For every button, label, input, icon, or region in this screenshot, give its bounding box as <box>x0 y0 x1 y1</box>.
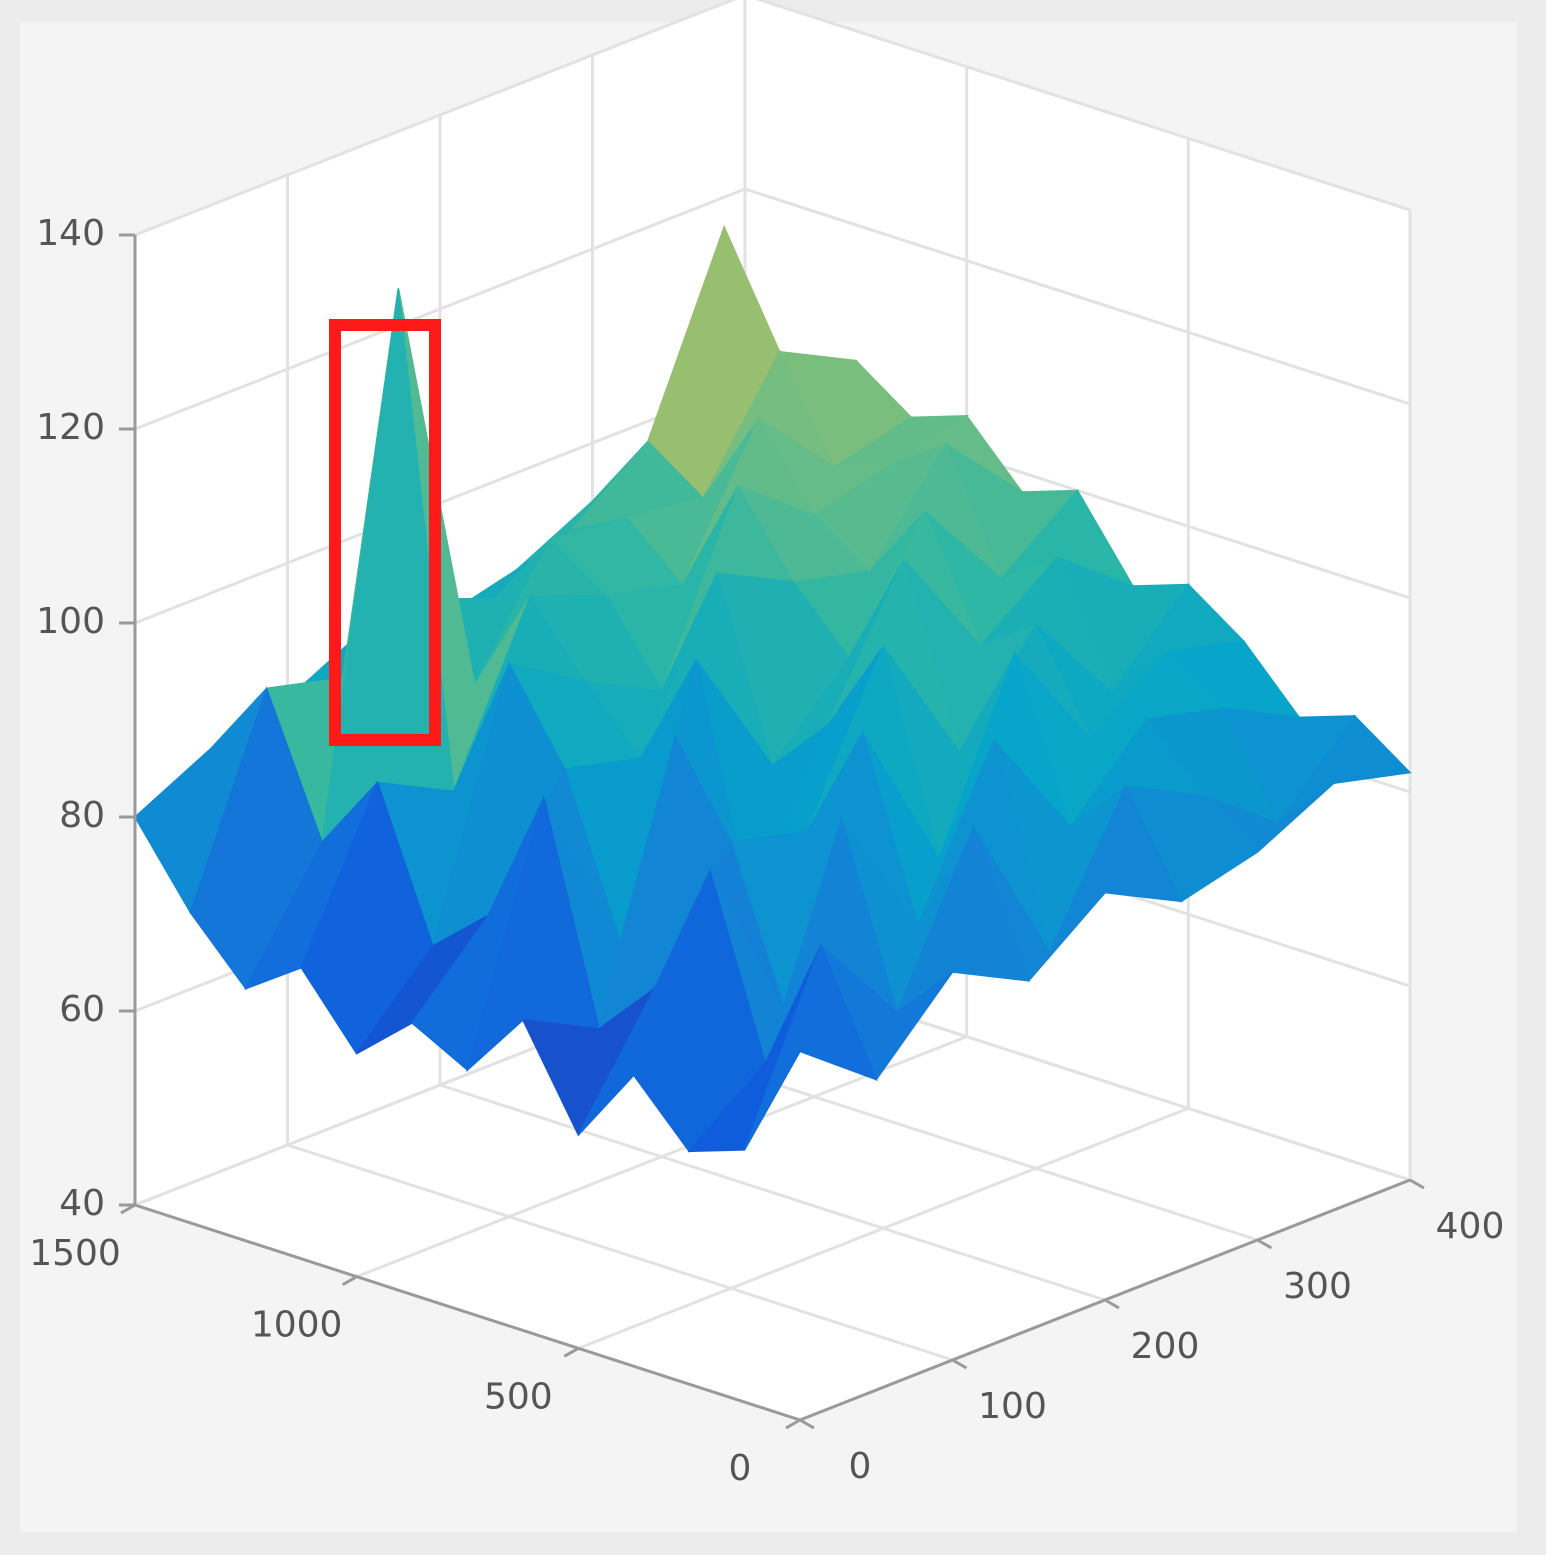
y-tick-label: 100 <box>978 1386 1047 1427</box>
y-tick-label: 300 <box>1283 1266 1352 1307</box>
z-tick-label: 60 <box>59 989 105 1030</box>
x-tick-label: 1000 <box>251 1305 343 1346</box>
grid-line <box>134 187 746 431</box>
x-tick <box>120 1203 136 1215</box>
y-tick <box>1104 1298 1120 1310</box>
y-tick-label: 200 <box>1131 1326 1200 1367</box>
grid-line <box>755 0 1411 212</box>
x-tick-label: 500 <box>484 1376 553 1417</box>
z-tick-label: 120 <box>36 407 105 448</box>
y-tick-label: 0 <box>849 1446 872 1487</box>
surface-patch <box>743 943 878 1151</box>
surface <box>134 224 1412 1153</box>
axes: 40 60 80 100 120 140 0 500 1000 1500 0 100 200 300 400 <box>29 213 1504 1489</box>
z-tick-label: 140 <box>36 213 105 254</box>
z-tick-label: 40 <box>59 1183 105 1224</box>
z-tick-label: 80 <box>59 795 105 836</box>
x-tick-label: 0 <box>729 1448 752 1489</box>
grid-line <box>134 0 737 237</box>
x-tick <box>785 1418 801 1430</box>
grid-line <box>744 187 1411 406</box>
y-tick <box>1256 1238 1273 1250</box>
y-tick <box>951 1358 968 1370</box>
y-tick-label: 400 <box>1436 1206 1505 1247</box>
highlight-box <box>329 319 441 746</box>
z-tick-label: 100 <box>36 601 105 642</box>
grid-line <box>287 1143 953 1362</box>
x-tick <box>563 1347 580 1358</box>
x-tick-label: 1500 <box>29 1233 121 1274</box>
y-tick <box>799 1418 815 1430</box>
y-tick <box>1409 1178 1425 1190</box>
grid-line <box>439 1083 1106 1302</box>
x-axis-line <box>134 1203 801 1422</box>
x-tick <box>341 1275 358 1286</box>
